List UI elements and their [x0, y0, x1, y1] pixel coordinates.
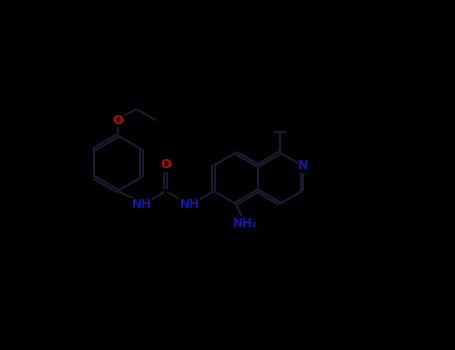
Text: NH: NH [132, 198, 152, 211]
Text: O: O [160, 158, 171, 171]
Text: N: N [298, 159, 308, 172]
Text: NH: NH [180, 198, 200, 211]
Text: NH₂: NH₂ [233, 217, 258, 230]
Text: O: O [112, 114, 123, 127]
